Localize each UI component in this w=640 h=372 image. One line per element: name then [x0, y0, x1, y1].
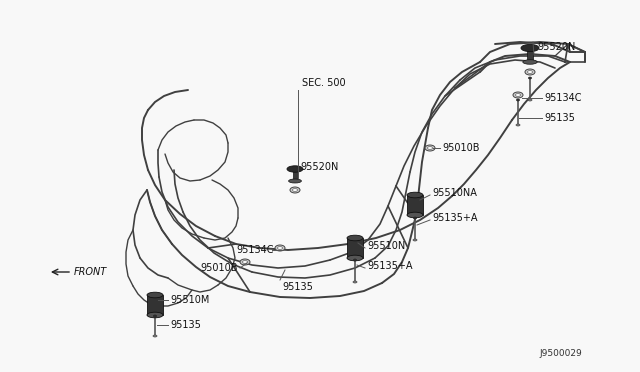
Ellipse shape [513, 92, 523, 98]
Text: J9500029: J9500029 [540, 349, 582, 358]
Text: 95135+A: 95135+A [432, 213, 477, 223]
Text: 95134C: 95134C [544, 93, 582, 103]
Bar [292, 169, 298, 181]
Ellipse shape [353, 259, 356, 261]
Text: 95520N: 95520N [537, 42, 575, 52]
Ellipse shape [347, 235, 363, 241]
Ellipse shape [525, 69, 535, 75]
Ellipse shape [407, 192, 423, 198]
Text: 95010B: 95010B [200, 263, 238, 273]
Text: 95510NA: 95510NA [432, 188, 477, 198]
Bar [347, 238, 363, 258]
Ellipse shape [289, 179, 301, 183]
Ellipse shape [243, 260, 248, 263]
Ellipse shape [428, 147, 433, 150]
Ellipse shape [515, 93, 520, 96]
Ellipse shape [413, 239, 417, 241]
Ellipse shape [154, 315, 157, 317]
Ellipse shape [278, 247, 282, 250]
Ellipse shape [153, 335, 157, 337]
Ellipse shape [147, 292, 163, 298]
Ellipse shape [275, 245, 285, 251]
Ellipse shape [347, 255, 363, 261]
Ellipse shape [521, 44, 539, 52]
Ellipse shape [523, 60, 537, 64]
Ellipse shape [292, 189, 298, 192]
Ellipse shape [528, 99, 532, 101]
Ellipse shape [287, 166, 303, 172]
Text: FRONT: FRONT [74, 267, 108, 277]
Bar [527, 48, 532, 62]
Bar [147, 295, 163, 315]
Ellipse shape [240, 259, 250, 265]
Text: 95135: 95135 [170, 320, 201, 330]
Bar [407, 195, 423, 215]
Text: 95135+A: 95135+A [367, 261, 413, 271]
Ellipse shape [516, 99, 520, 101]
Ellipse shape [413, 217, 417, 219]
Text: 95510M: 95510M [170, 295, 209, 305]
Text: SEC. 500: SEC. 500 [302, 78, 346, 88]
Ellipse shape [290, 187, 300, 193]
Ellipse shape [353, 281, 357, 283]
Ellipse shape [407, 212, 423, 218]
Text: 95010B: 95010B [442, 143, 479, 153]
Ellipse shape [147, 312, 163, 318]
Text: 95135: 95135 [282, 282, 313, 292]
Text: 95135: 95135 [544, 113, 575, 123]
Text: 95134C: 95134C [237, 245, 274, 255]
Ellipse shape [516, 124, 520, 126]
Ellipse shape [527, 71, 532, 74]
Text: 95510N: 95510N [367, 241, 405, 251]
Text: 95520N: 95520N [300, 162, 339, 172]
Ellipse shape [529, 77, 531, 79]
Ellipse shape [425, 145, 435, 151]
